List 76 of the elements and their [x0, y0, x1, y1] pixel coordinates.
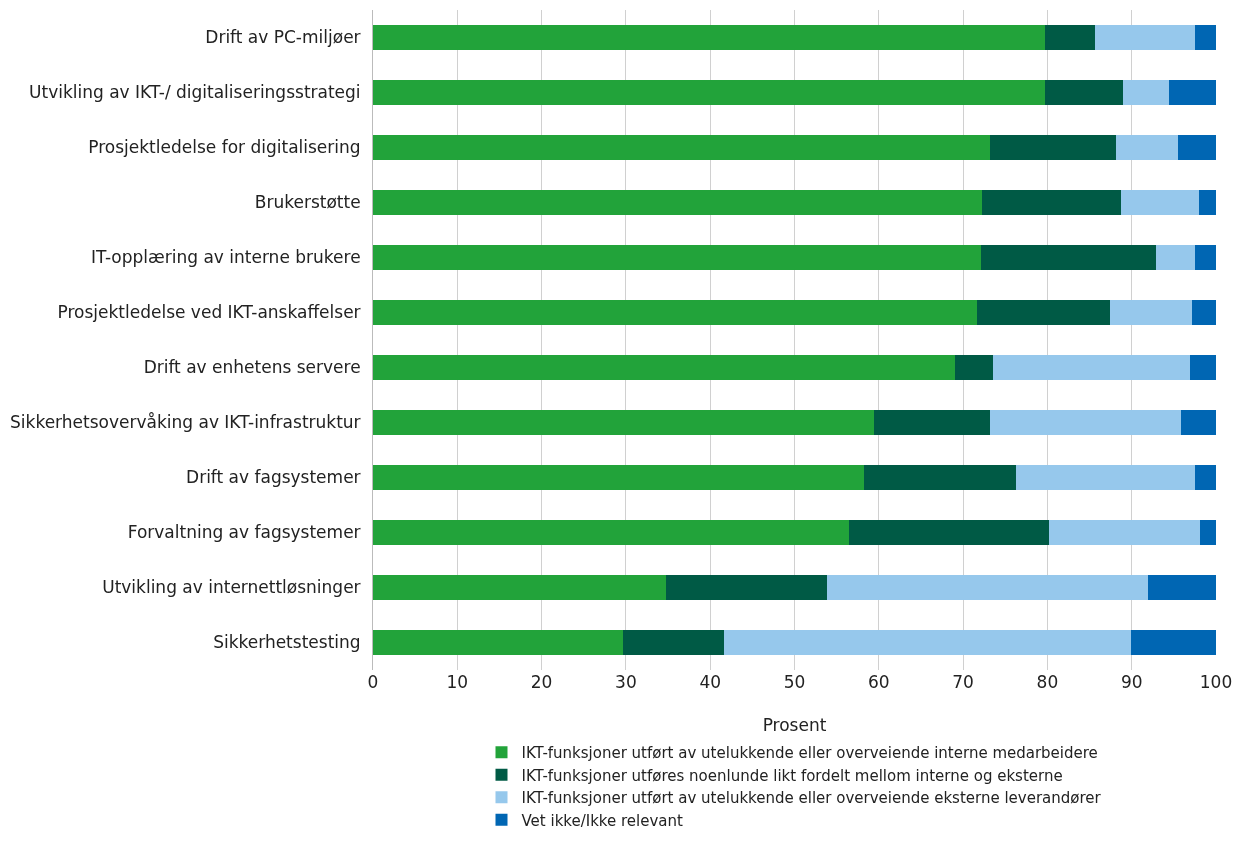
- bar: [1194, 245, 1216, 270]
- y-tick-label: Forvaltning av fagsystemer: [127, 522, 361, 543]
- bar: [1189, 355, 1216, 380]
- y-tick-label: Utvikling av IKT-/ digitaliseringsstrategi: [29, 82, 361, 103]
- bar: [826, 575, 1148, 600]
- y-tick-label: IT-opplæring av interne brukere: [91, 247, 361, 268]
- x-tick-label: 100: [1199, 672, 1233, 692]
- bar: [992, 355, 1190, 380]
- bar: [1199, 520, 1216, 545]
- bar: [1194, 25, 1216, 50]
- y-tick-label: Drift av enhetens servere: [143, 357, 361, 378]
- y-tick-label: Drift av PC-miljøer: [205, 27, 361, 48]
- bar: [1044, 80, 1124, 105]
- x-tick-label: 10: [446, 672, 469, 692]
- legend-label: IKT-funksjoner utføres noenlunde likt fordelt mellom interne og eksterne: [521, 766, 1063, 785]
- bar: [1109, 300, 1193, 325]
- bar: [977, 300, 1110, 325]
- y-tick-label: Utvikling av internettløsninger: [102, 577, 361, 598]
- bar: [1180, 410, 1216, 435]
- bar: [849, 520, 1050, 545]
- bar: [1123, 80, 1169, 105]
- bar: [990, 410, 1181, 435]
- bar: [1016, 465, 1195, 490]
- x-tick-label: 60: [867, 672, 890, 692]
- y-tick-label: Brukerstøtte: [254, 192, 361, 213]
- y-tick-label: Drift av fagsystemer: [186, 467, 361, 488]
- bar: [373, 300, 978, 325]
- x-tick-label: 70: [952, 672, 974, 692]
- y-tick-label: Sikkerhetstesting: [213, 632, 361, 653]
- x-tick-label: 50: [783, 672, 806, 692]
- bar: [990, 135, 1116, 160]
- bar: [863, 465, 1017, 490]
- legend-label: IKT-funksjoner utført av utelukkende eller overveiende interne medarbeidere: [521, 744, 1098, 763]
- legend-label: Vet ikke/Ikke relevant: [521, 811, 684, 830]
- bar: [982, 190, 1121, 215]
- bar: [954, 355, 993, 380]
- bar: [373, 190, 983, 215]
- bar: [373, 520, 850, 545]
- bar: [1192, 300, 1216, 325]
- bar: [873, 410, 991, 435]
- x-tick-label: 80: [1036, 672, 1059, 692]
- bar: [373, 465, 864, 490]
- bar: [980, 245, 1157, 270]
- bar: [373, 25, 1045, 50]
- bar: [1178, 135, 1216, 160]
- bar: [1094, 25, 1195, 50]
- bar: [1168, 80, 1216, 105]
- x-tick-label: 0: [367, 672, 379, 692]
- bar: [373, 355, 955, 380]
- legend-label: IKT-funksjoner utført av utelukkende eller overveiende eksterne leverandører: [521, 789, 1102, 808]
- bar: [373, 410, 874, 435]
- bar: [373, 575, 666, 600]
- bar: [1130, 630, 1216, 655]
- bar: [1120, 190, 1200, 215]
- bar: [665, 575, 827, 600]
- bar: [373, 135, 991, 160]
- y-tick-label: Sikkerhetsovervåking av IKT-infrastruktur: [10, 412, 361, 433]
- bar: [373, 245, 981, 270]
- y-tick-label: Prosjektledelse ved IKT-anskaffelser: [57, 302, 361, 323]
- x-axis-title: Prosent: [762, 715, 827, 735]
- bar: [373, 80, 1045, 105]
- bar: [1049, 520, 1200, 545]
- x-tick-label: 90: [1120, 672, 1143, 692]
- bar: [1044, 25, 1095, 50]
- y-tick-label: Prosjektledelse for digitalisering: [88, 137, 361, 158]
- bar: [1194, 465, 1216, 490]
- bar: [1199, 190, 1216, 215]
- bar: [723, 630, 1131, 655]
- bar: [623, 630, 724, 655]
- bar: [1115, 135, 1179, 160]
- x-tick-label: 20: [530, 672, 553, 692]
- x-tick-label: 30: [615, 672, 637, 692]
- x-tick-label: 40: [699, 672, 722, 692]
- bar: [1147, 575, 1216, 600]
- bar: [1156, 245, 1195, 270]
- bar: [373, 630, 624, 655]
